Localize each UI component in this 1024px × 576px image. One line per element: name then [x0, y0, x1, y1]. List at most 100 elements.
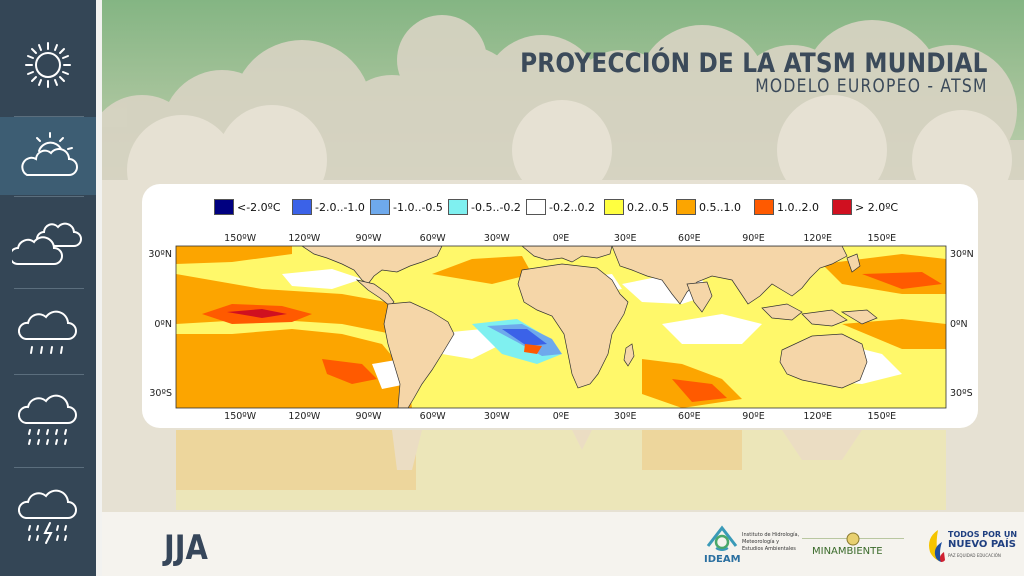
legend-label: -1.0..-0.5 — [393, 200, 443, 214]
longitude-label: 30ºE — [614, 233, 637, 244]
latitude-label: 0ºN — [950, 319, 968, 330]
map-reflection — [176, 430, 946, 510]
longitude-labels-bottom: 150ºW 120ºW 90ºW 60ºW 30ºW 0ºE 30ºE 60ºE 90ºE 120… — [224, 411, 896, 422]
sidebar-divider — [14, 374, 84, 375]
minambiente-logo: MINAMBIENTE — [802, 524, 904, 564]
legend-swatch — [526, 199, 546, 215]
ideam-logo: IDEAM Instituto de Hidrología, Meteorolo… — [700, 524, 799, 568]
longitude-label: 60ºE — [678, 233, 701, 244]
legend-item: > 2.0ºC — [832, 198, 898, 216]
latitude-labels-right: 30ºN 0ºN 30ºS — [950, 249, 974, 399]
longitude-label: 150ºE — [868, 411, 897, 422]
longitude-label: 0ºE — [553, 411, 570, 422]
page-subtitle: MODELO EUROPEO - ATSM — [755, 75, 988, 97]
season-label: JJA — [164, 528, 208, 568]
latitude-label: 0ºN — [154, 319, 172, 330]
legend-item: 0.2..0.5 — [604, 198, 669, 216]
legend-item: 1.0..2.0 — [754, 198, 819, 216]
legend-item: -1.0..-0.5 — [370, 198, 443, 216]
gov-line-1: TODOS POR UN — [948, 530, 1018, 539]
sidebar-item-thunderstorm[interactable] — [0, 474, 96, 562]
latitude-labels-left: 30ºN 0ºN 30ºS — [148, 249, 172, 399]
legend-item: -0.5..-0.2 — [448, 198, 521, 216]
sidebar-item-heavy-rain[interactable] — [0, 378, 96, 462]
sidebar-divider — [14, 116, 84, 117]
ideam-desc-1: Instituto de Hidrología, — [742, 532, 800, 538]
legend-label: > 2.0ºC — [855, 200, 899, 214]
ideam-name: IDEAM — [704, 554, 741, 565]
legend-swatch — [832, 199, 852, 215]
legend-swatch — [448, 199, 468, 215]
sidebar-item-partly-cloudy[interactable] — [0, 117, 96, 195]
gov-line-3: PAZ EQUIDAD EDUCACIÓN — [948, 553, 1001, 558]
legend-label: -0.5..-0.2 — [471, 200, 521, 214]
legend-swatch — [754, 199, 774, 215]
longitude-labels-top: 150ºW 120ºW 90ºW 60ºW 30ºW 0ºE 30ºE 60ºE 90ºE 120… — [224, 233, 896, 244]
longitude-label: 150ºW — [224, 411, 257, 422]
legend-label: 1.0..2.0 — [777, 200, 819, 214]
legend-swatch — [604, 199, 624, 215]
latitude-label: 30ºS — [149, 388, 172, 399]
legend: <-2.0ºC -2.0..-1.0 -1.0..-0.5 -0.5..-0.2 -0.… — [214, 198, 914, 218]
longitude-label: 90ºW — [356, 233, 383, 244]
legend-item: -0.2..0.2 — [526, 198, 595, 216]
legend-swatch — [214, 199, 234, 215]
sidebar-item-cloudy[interactable] — [0, 200, 96, 284]
longitude-label: 60ºW — [420, 411, 447, 422]
legend-label: -0.2..0.2 — [549, 200, 595, 214]
sst-anomaly-map: 150ºW 120ºW 90ºW 60ºW 30ºW 0ºE 30ºE 60ºE 90ºE 120… — [148, 233, 974, 422]
sidebar — [0, 0, 102, 576]
legend-label: -2.0..-1.0 — [315, 200, 365, 214]
ideam-emblem-icon — [706, 525, 738, 551]
sidebar-divider — [14, 196, 84, 197]
gov-line-2: NUEVO PAÍS — [948, 539, 1016, 550]
legend-swatch — [292, 199, 312, 215]
longitude-label: 120ºE — [803, 233, 832, 244]
legend-swatch — [676, 199, 696, 215]
sidebar-divider — [14, 288, 84, 289]
longitude-label: 60ºW — [420, 233, 447, 244]
government-logo: TODOS POR UN NUEVO PAÍS PAZ EQUIDAD EDUC… — [922, 524, 1022, 570]
legend-label: 0.5..1.0 — [699, 200, 741, 214]
longitude-label: 90ºE — [742, 411, 765, 422]
cloudy-icon — [12, 222, 82, 265]
heavy-rain-icon — [18, 394, 77, 445]
footer: JJA IDEAM Instituto de Hidrología, Meteo… — [102, 512, 1024, 576]
longitude-label: 120ºE — [803, 411, 832, 422]
main-panel: PROYECCIÓN DE LA ATSM MUNDIAL MODELO EUR… — [102, 0, 1024, 576]
latitude-label: 30ºS — [950, 388, 973, 399]
longitude-label: 120ºW — [288, 411, 321, 422]
longitude-label: 120ºW — [288, 233, 321, 244]
latitude-label: 30ºN — [950, 249, 974, 260]
sun-icon — [25, 42, 71, 88]
longitude-label: 90ºE — [742, 233, 765, 244]
anomaly-patches — [176, 246, 946, 408]
longitude-label: 150ºW — [224, 233, 257, 244]
legend-swatch — [370, 199, 390, 215]
sidebar-item-light-rain[interactable] — [0, 292, 96, 370]
sidebar-item-sunny[interactable] — [0, 20, 96, 110]
longitude-label: 30ºE — [614, 411, 637, 422]
longitude-label: 150ºE — [868, 233, 897, 244]
longitude-label: 90ºW — [356, 411, 383, 422]
map-card: <-2.0ºC -2.0..-1.0 -1.0..-0.5 -0.5..-0.2 -0.… — [142, 184, 978, 428]
ministry-name: MINAMBIENTE — [812, 546, 883, 557]
longitude-label: 30ºW — [484, 411, 511, 422]
continents — [301, 246, 878, 408]
legend-item: 0.5..1.0 — [676, 198, 741, 216]
ideam-desc-3: Estudios Ambientales — [742, 546, 796, 552]
longitude-label: 60ºE — [678, 411, 701, 422]
ideam-desc-2: Meteorología y — [742, 539, 780, 545]
light-rain-icon — [18, 310, 77, 354]
sidebar-separator — [96, 0, 102, 576]
legend-item: <-2.0ºC — [214, 198, 281, 216]
colombia-flag-emblem-icon — [929, 530, 945, 562]
longitude-label: 0ºE — [553, 233, 570, 244]
legend-item: -2.0..-1.0 — [292, 198, 365, 216]
latitude-label: 30ºN — [148, 249, 172, 260]
legend-label: 0.2..0.5 — [627, 200, 669, 214]
page-title: PROYECCIÓN DE LA ATSM MUNDIAL — [520, 48, 988, 79]
thunderstorm-icon — [18, 489, 77, 544]
legend-label: <-2.0ºC — [237, 200, 281, 214]
title-block: PROYECCIÓN DE LA ATSM MUNDIAL MODELO EUR… — [444, 48, 988, 97]
